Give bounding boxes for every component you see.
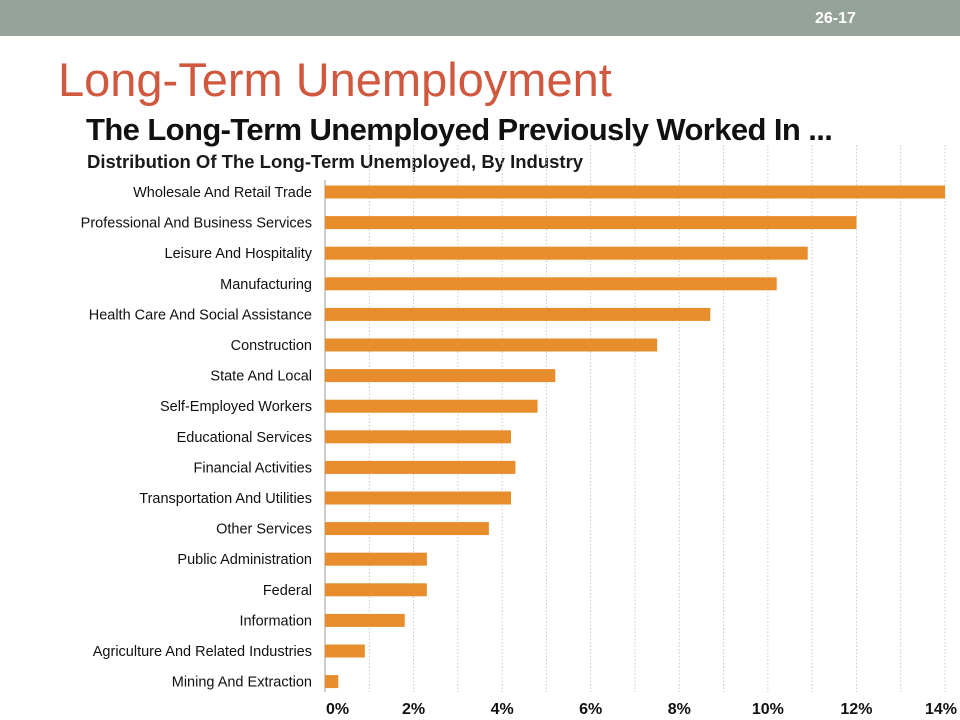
bar [325, 399, 538, 413]
category-label: Professional And Business Services [81, 216, 312, 232]
bar [325, 522, 489, 536]
slide-top-bar [0, 0, 960, 36]
bar [325, 216, 857, 230]
category-label: Information [239, 613, 312, 629]
bar [325, 583, 427, 597]
category-label: State And Local [210, 369, 312, 385]
x-tick-label: 4% [491, 701, 514, 718]
bar [325, 277, 777, 291]
x-tick-label: 6% [579, 701, 602, 718]
bar [325, 246, 808, 260]
bar [325, 613, 405, 627]
x-tick-label: 14% [925, 701, 957, 718]
bar [325, 369, 556, 383]
x-tick-label: 10% [752, 701, 784, 718]
category-label: Financial Activities [194, 460, 312, 476]
bar [325, 338, 658, 352]
category-label: Other Services [216, 522, 312, 538]
category-label: Transportation And Utilities [139, 491, 312, 507]
category-label: Public Administration [177, 552, 312, 568]
bar [325, 552, 427, 566]
slide-title: Long-Term Unemployment [58, 53, 612, 106]
x-tick-label: 2% [402, 701, 425, 718]
category-label: Health Care And Social Assistance [89, 307, 312, 323]
category-label: Leisure And Hospitality [165, 246, 313, 262]
x-tick-label: 8% [668, 701, 691, 718]
category-label: Federal [263, 583, 312, 599]
bar [325, 675, 339, 689]
bar [325, 460, 516, 474]
category-label: Educational Services [177, 430, 312, 446]
x-tick-label: 12% [840, 701, 872, 718]
category-label: Wholesale And Retail Trade [133, 185, 312, 201]
bar [325, 430, 511, 444]
category-label: Agriculture And Related Industries [93, 644, 312, 660]
category-label: Self-Employed Workers [160, 399, 312, 415]
bar [325, 644, 365, 658]
slide-number: 26-17 [815, 10, 856, 27]
chart-title: The Long-Term Unemployed Previously Work… [86, 112, 833, 147]
bar [325, 307, 711, 321]
bar [325, 185, 945, 199]
x-tick-label: 0% [326, 701, 349, 718]
chart-subtitle: Distribution Of The Long-Term Unemployed… [87, 151, 584, 172]
category-label: Manufacturing [220, 277, 312, 293]
bar [325, 491, 511, 505]
category-label: Mining And Extraction [172, 675, 312, 691]
category-label: Construction [231, 338, 312, 354]
